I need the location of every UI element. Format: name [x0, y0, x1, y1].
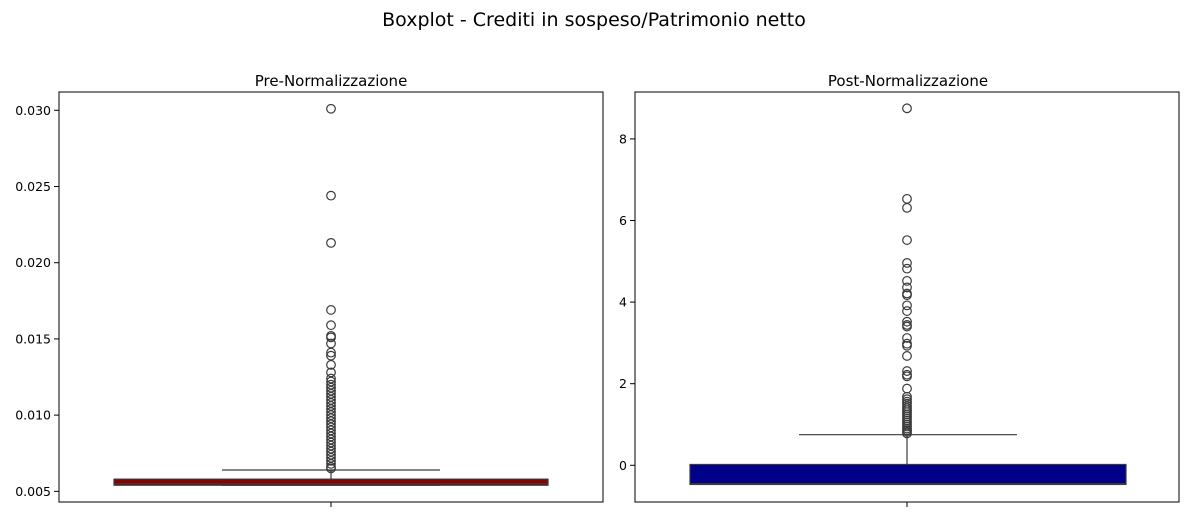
post-normalization-outlier-point — [902, 391, 912, 402]
post-normalization-y-tick-label: 2 — [619, 376, 627, 391]
post-normalization-outlier-point — [902, 300, 912, 311]
pre-normalization-outlier-point — [326, 359, 336, 370]
post-normalization-boxplot — [689, 434, 1127, 486]
post-normalization-panel: Post-Normalizzazione 0 2 4 6 8 — [619, 72, 1180, 507]
pre-normalization-title: Pre-Normalizzazione — [255, 72, 408, 90]
post-normalization-outlier-point — [902, 290, 912, 301]
pre-normalization-outlier-point — [326, 237, 336, 248]
post-normalization-y-tick-label: 8 — [619, 131, 627, 146]
post-normalization-outlier-point — [902, 351, 912, 361]
post-normalization-outlier-point — [902, 103, 912, 114]
post-normalization-box — [689, 463, 1127, 486]
pre-normalization-outlier-point — [326, 190, 336, 201]
pre-normalization-y-tick-label: 0.025 — [15, 179, 51, 194]
pre-normalization-outlier-point — [326, 320, 336, 331]
pre-normalization-y-tick-label: 0.030 — [15, 103, 51, 118]
pre-normalization-outlier-point — [326, 458, 336, 469]
pre-normalization-panel: Pre-Normalizzazione 0.005 0.010 0.015 0.020… — [15, 72, 604, 507]
post-normalization-outlier-point — [902, 202, 912, 213]
post-normalization-outlier-point — [902, 282, 912, 293]
post-normalization-outlier-point — [902, 193, 912, 204]
figure-title: Boxplot - Crediti in sospeso/Patrimonio … — [382, 9, 806, 31]
pre-normalization-outlier-point — [326, 455, 336, 466]
post-normalization-outlier-point — [902, 371, 912, 382]
post-normalization-y-tick-label: 6 — [619, 213, 627, 228]
pre-normalization-y-axis: 0.005 0.010 0.015 0.020 0.025 0.030 — [15, 103, 332, 507]
post-normalization-outlier-point — [902, 340, 912, 351]
post-normalization-outlier-point — [902, 428, 912, 439]
pre-normalization-outlier-point — [326, 332, 336, 343]
post-normalization-y-tick-label: 4 — [619, 295, 627, 310]
pre-normalization-boxplot — [113, 469, 549, 486]
post-normalization-title: Post-Normalizzazione — [828, 72, 988, 90]
pre-normalization-outlier-point — [326, 463, 336, 474]
pre-normalization-outliers — [326, 103, 336, 474]
pre-normalization-outlier-point — [326, 103, 336, 114]
post-normalization-outlier-point — [902, 306, 912, 316]
post-normalization-outliers — [902, 103, 912, 439]
post-normalization-outlier-point — [902, 383, 912, 394]
post-normalization-outlier-point — [902, 333, 912, 343]
pre-normalization-y-tick-label: 0.020 — [15, 255, 51, 270]
pre-normalization-box — [113, 478, 549, 486]
post-normalization-outlier-point — [902, 321, 912, 332]
pre-normalization-y-tick-label: 0.015 — [15, 331, 51, 346]
pre-normalization-y-tick-label: 0.005 — [15, 484, 51, 499]
post-normalization-y-tick-label: 0 — [619, 458, 627, 473]
pre-normalization-outlier-point — [326, 347, 336, 358]
pre-normalization-outlier-point — [326, 305, 336, 315]
post-normalization-outlier-point — [902, 316, 912, 327]
post-normalization-outlier-point — [902, 338, 912, 349]
post-normalization-outlier-point — [902, 235, 912, 245]
post-normalization-y-axis: 0 2 4 6 8 — [619, 131, 908, 507]
post-normalization-outlier-point — [902, 258, 912, 268]
post-normalization-outlier-point — [902, 366, 912, 376]
post-normalization-outlier-point — [902, 275, 912, 286]
post-normalization-outlier-point — [902, 263, 912, 274]
pre-normalization-y-tick-label: 0.010 — [15, 408, 51, 423]
